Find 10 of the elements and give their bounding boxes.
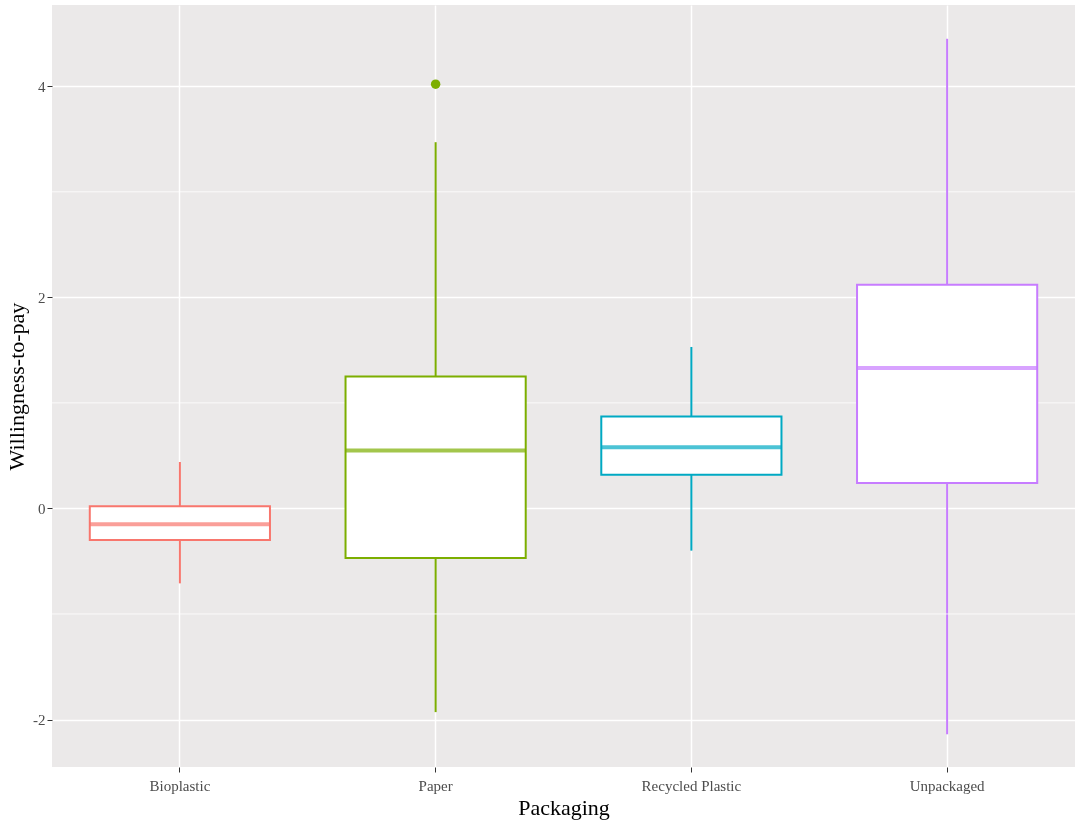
x-tick-label: Paper [418, 777, 453, 794]
x-tick-label: Recycled Plastic [641, 777, 742, 794]
y-axis-title: Willingness-to-pay [4, 302, 29, 471]
y-tick-label: 2 [38, 289, 46, 306]
x-axis-title: Packaging [518, 794, 610, 820]
y-tick-label: -2 [33, 712, 46, 729]
y-tick-label: 0 [38, 500, 46, 517]
x-tick-label: Bioplastic [149, 777, 211, 794]
x-tick-label: Unpackaged [909, 777, 986, 794]
y-tick-label: 4 [38, 78, 46, 95]
